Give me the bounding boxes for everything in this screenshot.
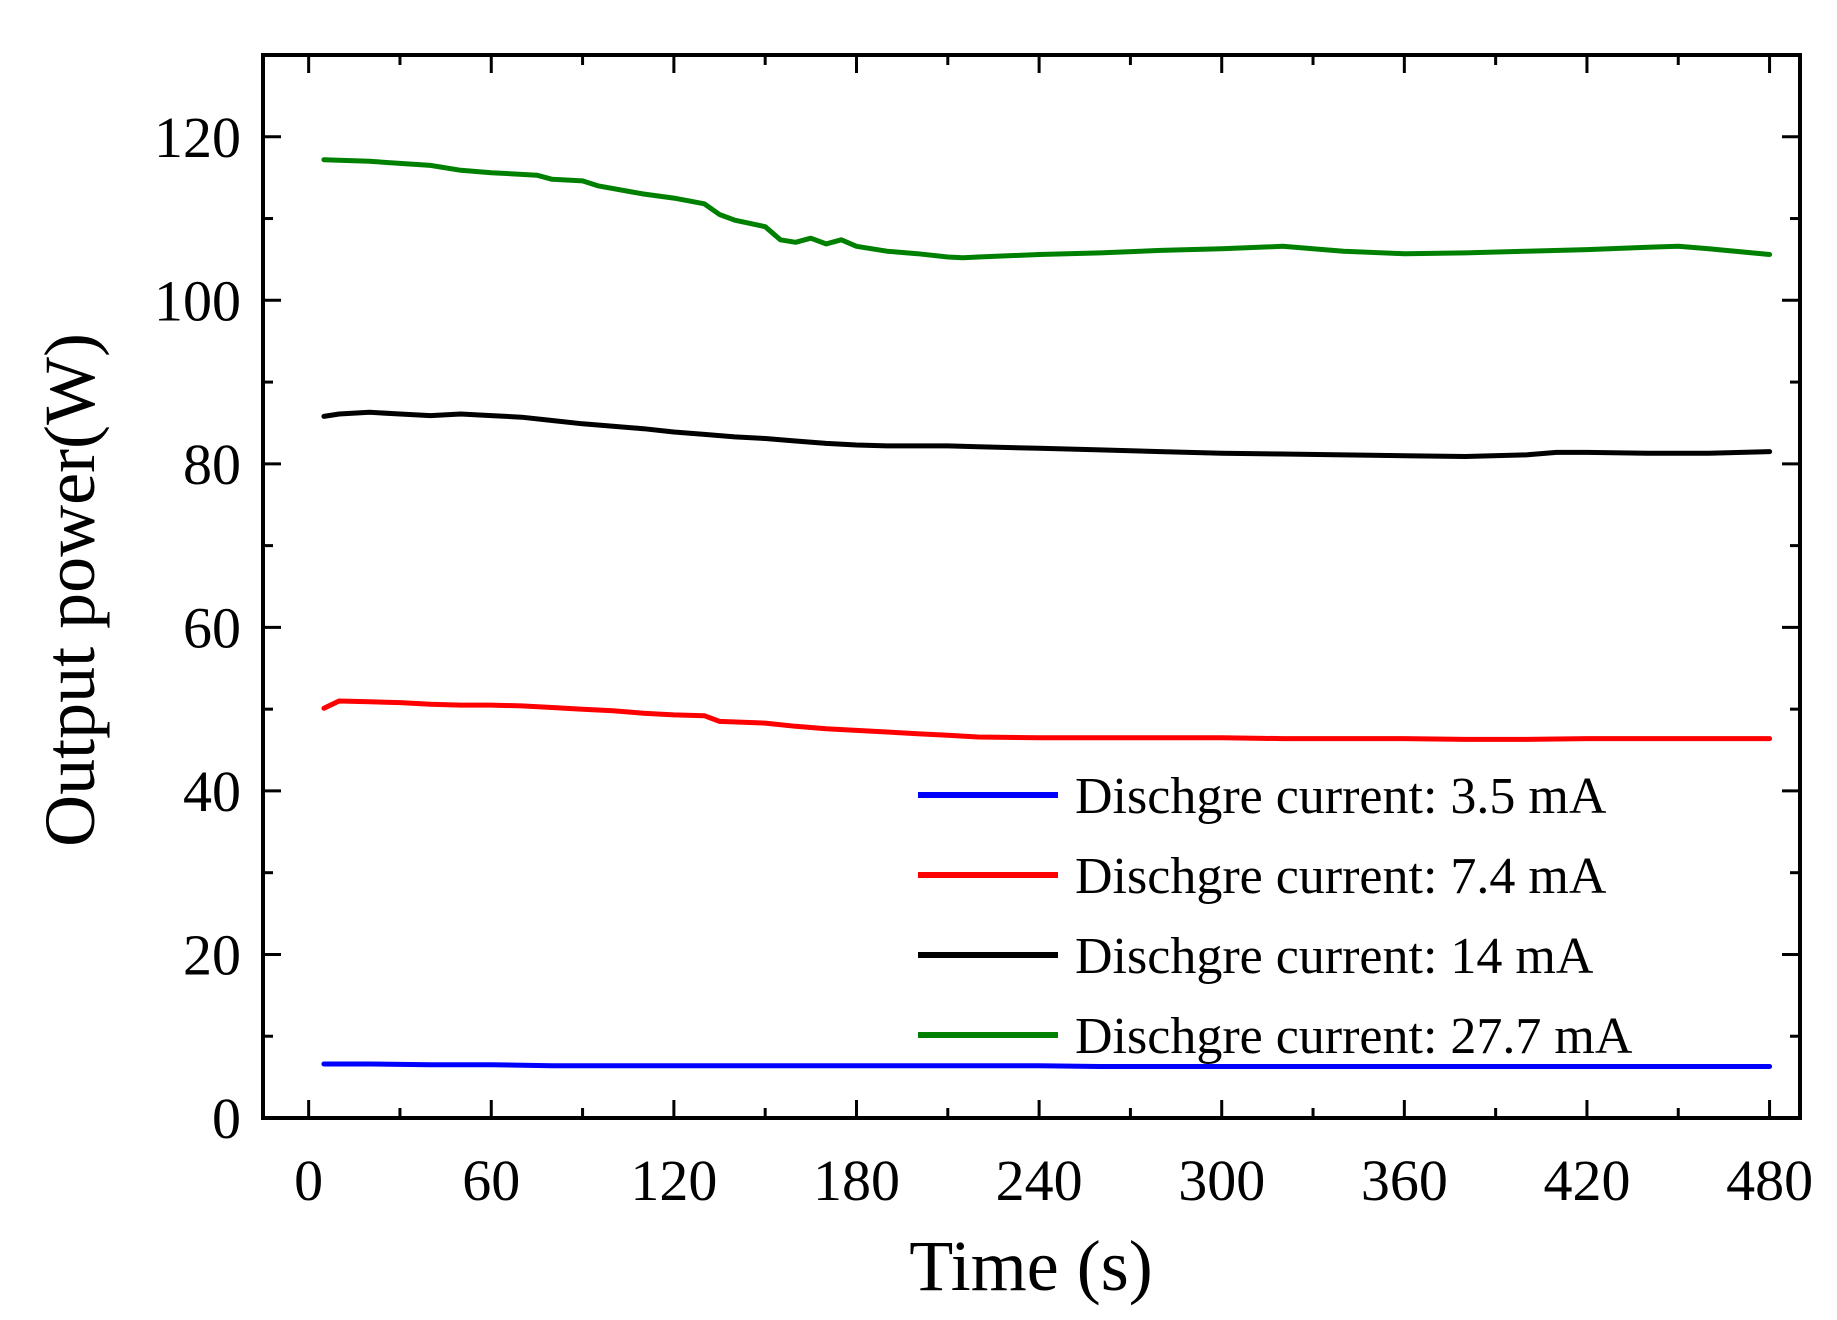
series-line-0 bbox=[321, 1061, 1773, 1069]
x-tick-label: 480 bbox=[1726, 1148, 1813, 1213]
y-tick-label: 120 bbox=[154, 105, 241, 170]
y-tick-label: 80 bbox=[183, 432, 241, 497]
legend-label-0: Dischgre current: 3.5 mA bbox=[1075, 768, 1607, 825]
legend: Dischgre current: 3.5 mA Dischgre current… bbox=[918, 768, 1633, 1065]
x-tick-label: 240 bbox=[996, 1148, 1083, 1213]
tick-label-group: 0 60 120 180 240 300 360 420 480 0 20 40 60 80 100 120 bbox=[154, 105, 1813, 1213]
y-tick-label: 100 bbox=[154, 268, 241, 333]
x-tick-label: 360 bbox=[1361, 1148, 1448, 1213]
x-axis-title: Time (s) bbox=[909, 1226, 1152, 1306]
legend-label-3: Dischgre current: 27.7 mA bbox=[1075, 1008, 1633, 1065]
y-axis-title: Output power(W) bbox=[30, 333, 110, 847]
tick-group bbox=[263, 53, 1800, 1120]
x-tick-label: 60 bbox=[462, 1148, 520, 1213]
series-group bbox=[321, 157, 1773, 1069]
x-tick-label: 420 bbox=[1543, 1148, 1630, 1213]
x-tick-label: 180 bbox=[813, 1148, 900, 1213]
y-tick-label: 20 bbox=[183, 922, 241, 987]
series-line-1 bbox=[321, 698, 1773, 742]
plot-frame bbox=[261, 53, 1802, 1120]
y-tick-label: 0 bbox=[212, 1086, 241, 1151]
series-line-3 bbox=[321, 157, 1773, 261]
legend-label-2: Dischgre current: 14 mA bbox=[1075, 928, 1594, 985]
y-tick-label: 40 bbox=[183, 759, 241, 824]
x-tick-label: 0 bbox=[294, 1148, 323, 1213]
legend-label-1: Dischgre current: 7.4 mA bbox=[1075, 848, 1607, 905]
x-tick-label: 120 bbox=[630, 1148, 717, 1213]
y-tick-label: 60 bbox=[183, 595, 241, 660]
series-line-2 bbox=[321, 409, 1773, 459]
x-tick-label: 300 bbox=[1178, 1148, 1265, 1213]
